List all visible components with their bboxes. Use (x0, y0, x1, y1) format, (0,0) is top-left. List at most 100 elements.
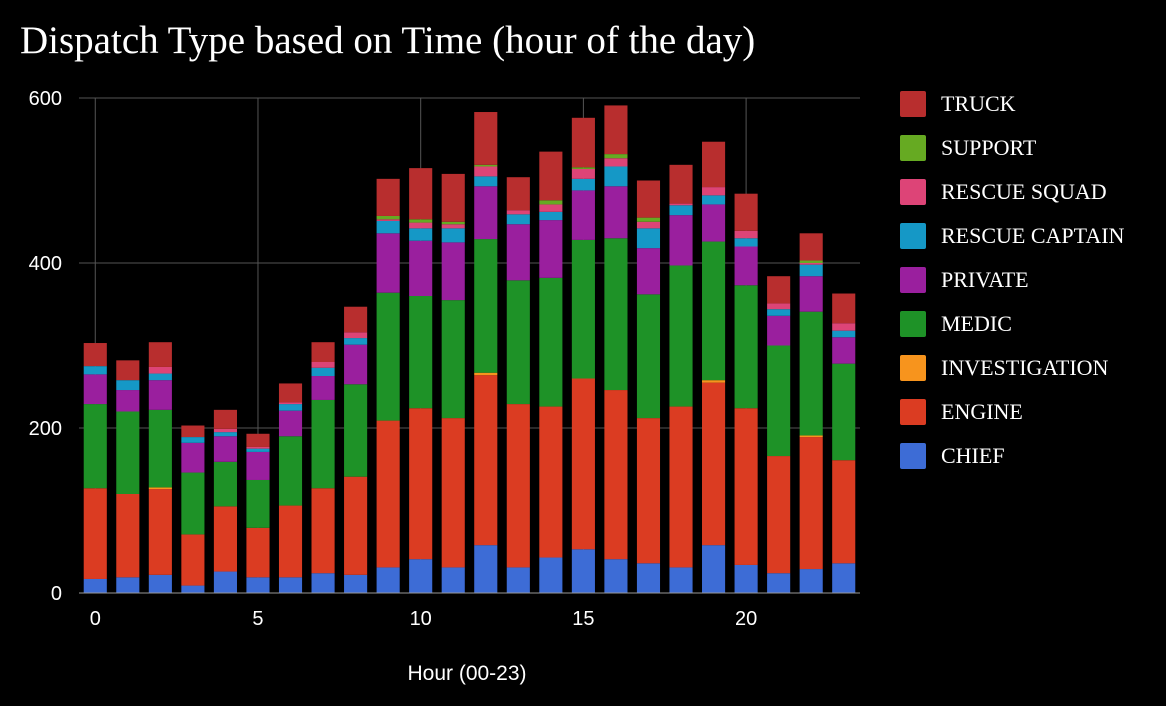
bar-segment-private (83, 374, 107, 405)
bar-segment-medic (344, 384, 368, 477)
bar-segment-private (441, 242, 465, 301)
bar-segment-rescue-captain (636, 228, 661, 249)
bar-segment-medic (278, 436, 303, 506)
y-tick-label: 200 (29, 418, 62, 440)
bar-segment-support (799, 260, 823, 263)
bar-segment-engine (539, 406, 563, 558)
legend-swatch (900, 355, 926, 381)
bar-segment-engine (344, 476, 368, 575)
bar-segment-engine (702, 382, 726, 546)
bar-segment-truck (474, 112, 498, 165)
bar-segment-chief (213, 571, 237, 593)
bar-segment-support (474, 164, 498, 167)
bar-segment-truck (669, 164, 693, 204)
bar-segment-medic (409, 296, 433, 409)
bar-segment-engine (181, 534, 205, 586)
bar-segment-truck (376, 178, 400, 216)
legend-label: PRIVATE (941, 267, 1029, 292)
bar-segment-medic (181, 472, 205, 535)
x-tick-label: 15 (572, 608, 594, 630)
bar-segment-rescue-captain (669, 205, 693, 216)
bar-segment-chief (604, 559, 628, 593)
bar-segment-private (344, 344, 368, 385)
bar-segment-rescue-squad (344, 332, 368, 339)
bar-segment-private (311, 376, 335, 400)
bar-segment-private (702, 204, 726, 242)
bar-segment-chief (344, 574, 368, 593)
y-tick-label: 400 (29, 253, 62, 275)
bar-segment-chief (832, 563, 856, 593)
bar-segment-chief (246, 577, 270, 593)
bar-segment-medic (83, 404, 107, 489)
bar-segment-private (734, 246, 758, 286)
bar-segment-rescue-squad (539, 204, 563, 212)
bar-segment-investigation (148, 487, 172, 490)
bar-segment-chief (636, 563, 661, 593)
bar-segment-rescue-squad (246, 446, 270, 449)
bar-segment-medic (669, 265, 693, 407)
bar-segment-medic (148, 409, 172, 488)
bar-segment-rescue-squad (213, 428, 237, 433)
bar-segment-engine (116, 494, 140, 578)
bar-segment-engine (83, 488, 107, 579)
bar-segment-medic (311, 399, 335, 489)
bar-segment-private (148, 380, 172, 410)
bar-segment-rescue-squad (441, 224, 465, 229)
bar-segment-chief (474, 545, 498, 593)
bar-segment-chief (799, 569, 823, 593)
legend-item: PRIVATE (900, 258, 1124, 302)
bar-segment-medic (213, 461, 237, 507)
legend-label: RESCUE SQUAD (941, 179, 1107, 204)
legend-swatch (900, 443, 926, 469)
bar-segment-private (246, 451, 270, 480)
bar-segment-rescue-captain (539, 211, 563, 221)
bar-segment-truck (799, 233, 823, 261)
bar-segment-support (604, 154, 628, 159)
legend-swatch (900, 267, 926, 293)
bar-segment-truck (539, 151, 563, 201)
x-tick-label: 20 (735, 608, 757, 630)
bar-segment-rescue-squad (799, 263, 823, 265)
bar-segment-truck (571, 117, 595, 168)
bar-segment-rescue-squad (832, 323, 856, 331)
bar-segment-engine (311, 488, 335, 574)
bar-segment-rescue-squad (148, 366, 172, 374)
bar-segment-truck (181, 425, 205, 438)
bar-segment-medic (376, 292, 400, 421)
bar-segment-rescue-captain (181, 437, 205, 443)
bar-segment-truck (832, 293, 856, 324)
bar-segment-rescue-squad (734, 230, 758, 239)
bar-segment-truck (441, 173, 465, 222)
bar-segment-chief (539, 557, 563, 593)
bar-segment-truck (702, 141, 726, 188)
bar-segment-chief (148, 574, 172, 593)
bar-segment-rescue-captain (767, 309, 791, 316)
bar-segment-engine (636, 418, 661, 564)
legend-label: TRUCK (941, 91, 1016, 116)
bar-segment-medic (636, 294, 661, 419)
bar-segment-rescue-squad (278, 402, 303, 405)
bar-segment-chief (571, 549, 595, 593)
x-tick-label: 0 (90, 608, 101, 630)
bar-segment-chief (409, 559, 433, 593)
bar-segment-medic (767, 345, 791, 457)
legend-label: INVESTIGATION (941, 355, 1109, 380)
bar-segment-engine (441, 418, 465, 568)
bar-segment-chief (734, 564, 758, 593)
bar-segment-rescue-captain (604, 166, 628, 187)
bar-segment-rescue-captain (799, 264, 823, 277)
bar-segment-rescue-squad (376, 219, 400, 221)
bar-segment-chief (669, 567, 693, 593)
bar-segment-chief (278, 577, 303, 593)
bar-segment-private (832, 337, 856, 364)
legend-label: ENGINE (941, 399, 1023, 424)
bar-segment-truck (506, 177, 530, 211)
x-tick-label: 5 (252, 608, 263, 630)
bar-segment-chief (441, 567, 465, 593)
bar-segment-private (181, 442, 205, 473)
bar-segment-investigation (799, 435, 823, 438)
bar-segment-chief (702, 545, 726, 593)
bar-segment-private (116, 390, 140, 412)
bar-segment-medic (441, 300, 465, 419)
bar-segment-truck (409, 168, 433, 220)
